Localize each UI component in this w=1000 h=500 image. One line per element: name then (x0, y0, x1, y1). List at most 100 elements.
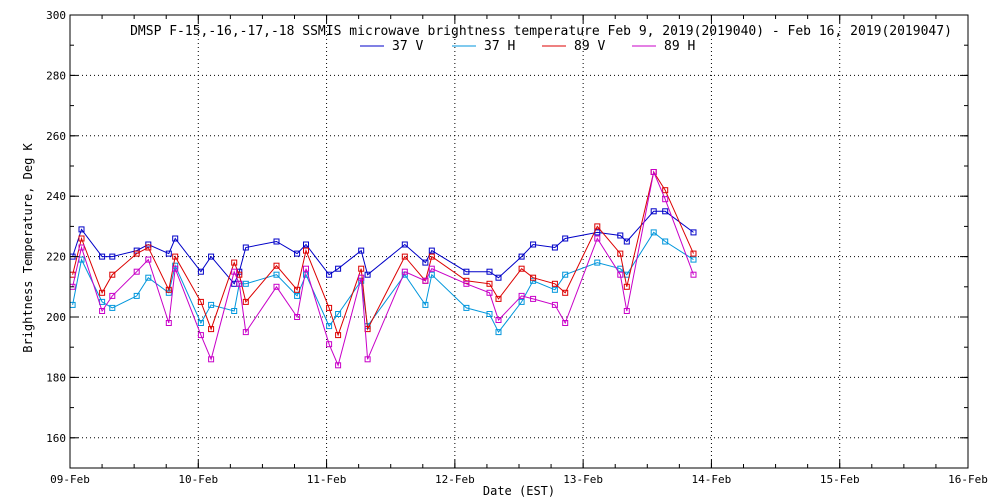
data-point-37-h (486, 311, 493, 317)
data-point-89-v (294, 286, 301, 293)
data-point-37-v (78, 226, 85, 233)
data-point-89-v (326, 304, 333, 311)
series-line-89-h (72, 170, 694, 367)
data-point-37-h (594, 259, 601, 266)
data-point-89-v (662, 187, 669, 194)
data-point-89-v (358, 265, 365, 272)
data-point-89-h (172, 265, 179, 272)
data-point-89-v (617, 250, 624, 257)
data-point-89-h (109, 292, 116, 299)
data-point-37-v (463, 268, 470, 275)
data-point-89-h (273, 283, 280, 290)
series-89-h (69, 169, 697, 369)
data-point-89-v (99, 289, 106, 296)
data-point-89-h (495, 317, 502, 323)
x-tick-label: 11-Feb (307, 473, 347, 486)
data-point-37-v (530, 241, 537, 248)
data-point-89-v (78, 235, 85, 242)
data-point-89-h (422, 277, 429, 284)
data-point-89-v (231, 259, 238, 266)
data-point-37-h (303, 271, 309, 278)
data-point-37-v (562, 235, 569, 242)
data-point-37-v (495, 274, 502, 281)
data-point-37-h (518, 298, 525, 305)
data-point-89-h (208, 356, 215, 363)
legend-label-89-v: 89 V (574, 39, 605, 54)
data-point-89-v (208, 326, 215, 333)
y-tick-label: 300 (46, 9, 66, 22)
data-point-89-h (294, 314, 301, 320)
data-point-89-h (78, 244, 85, 251)
axis-ticks: 160 180 200 220 240 260 280 300 09-Feb 10-Feb 11-F… (46, 9, 988, 486)
data-point-89-h (650, 169, 657, 175)
data-point-37-v (242, 244, 249, 251)
x-tick-label: 15-Feb (820, 473, 860, 486)
data-point-37-h (562, 271, 569, 278)
data-point-37-h (650, 229, 657, 236)
data-point-37-v (486, 268, 493, 275)
series-layer (69, 169, 697, 369)
data-point-37-h (145, 274, 152, 281)
data-point-89-h (231, 268, 238, 275)
data-point-37-v (358, 247, 365, 254)
legend-item-89-v: 89 V (542, 39, 605, 54)
data-point-37-v (401, 241, 408, 248)
x-tick-label: 12-Feb (435, 473, 475, 486)
data-point-89-v (562, 289, 569, 296)
data-point-89-h (99, 308, 106, 314)
data-point-89-v (623, 283, 630, 290)
data-point-89-h (145, 256, 152, 263)
data-point-89-v (335, 332, 342, 339)
x-tick-label: 16-Feb (948, 473, 988, 486)
data-point-37-h (133, 292, 140, 299)
data-point-89-v (594, 223, 601, 230)
data-point-37-h (662, 238, 669, 245)
data-point-37-v (690, 229, 697, 236)
legend: 37 V 37 H 89 V 89 H (360, 39, 695, 54)
x-tick-label: 09-Feb (50, 473, 90, 486)
data-point-37-v (422, 259, 429, 266)
chart-title: DMSP F-15,-16,-17,-18 SSMIS microwave br… (130, 24, 952, 39)
data-point-89-h (364, 356, 371, 363)
legend-label-37-v: 37 V (392, 39, 423, 54)
legend-item-89-h: 89 H (632, 39, 695, 54)
data-point-37-v (273, 238, 280, 245)
x-axis-label: Date (EST) (483, 484, 555, 498)
data-point-37-v (197, 268, 204, 275)
y-axis-label: Brightness Temperature, Deg K (21, 142, 35, 352)
data-point-37-h (326, 323, 333, 330)
data-point-89-v (172, 253, 179, 260)
data-point-89-v (273, 262, 280, 269)
y-tick-label: 260 (46, 130, 66, 143)
data-point-89-h (428, 265, 435, 272)
data-point-89-h (562, 320, 569, 326)
data-point-89-h (594, 235, 601, 242)
data-point-37-v (623, 238, 630, 245)
data-point-89-h (303, 265, 309, 272)
data-point-37-h (495, 329, 502, 336)
data-point-89-v (551, 280, 558, 287)
data-point-89-h (335, 362, 342, 369)
series-line-37-v (72, 210, 694, 285)
series-line-89-v (72, 170, 694, 337)
data-point-37-v (303, 241, 309, 248)
data-point-89-h (401, 268, 408, 275)
data-point-37-v (172, 235, 179, 242)
data-point-37-h (335, 311, 342, 317)
data-point-89-h (165, 320, 172, 326)
data-point-89-h (197, 332, 204, 339)
data-point-37-v (428, 247, 435, 254)
data-point-37-v (326, 271, 333, 278)
data-point-89-v (133, 250, 140, 257)
y-tick-label: 280 (46, 69, 66, 82)
data-point-37-v (650, 208, 657, 215)
x-tick-label: 10-Feb (178, 473, 218, 486)
data-point-89-h (326, 341, 333, 348)
data-point-89-h (463, 280, 470, 287)
data-point-89-v (401, 253, 408, 260)
data-point-89-v (303, 247, 309, 254)
legend-label-37-h: 37 H (484, 39, 515, 54)
data-point-37-h (242, 280, 249, 287)
